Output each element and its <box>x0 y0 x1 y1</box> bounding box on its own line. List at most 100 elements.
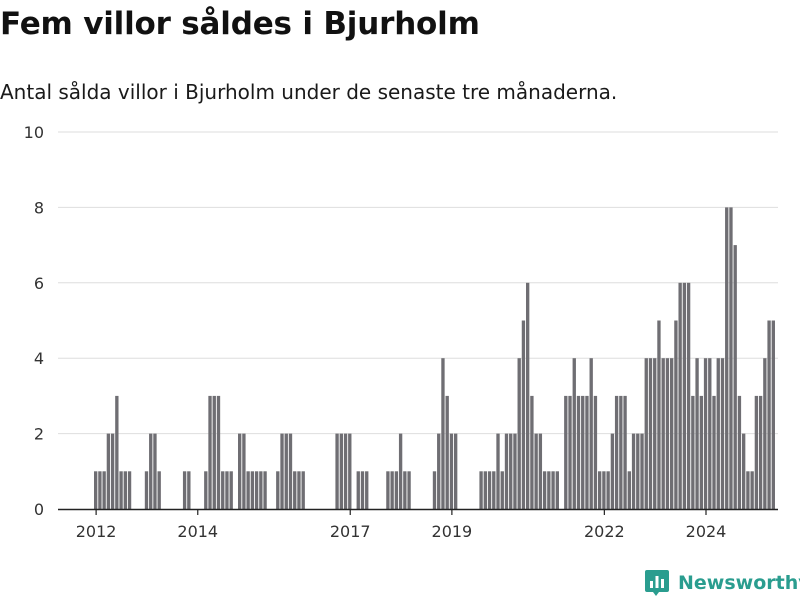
bar <box>568 395 572 509</box>
bar <box>238 433 242 509</box>
bar <box>437 433 441 509</box>
bar <box>153 433 157 509</box>
y-tick-label: 4 <box>34 349 44 368</box>
bar <box>454 433 458 509</box>
bars <box>94 207 775 509</box>
brand-name: Newsworthy <box>678 572 800 594</box>
bar <box>293 471 297 509</box>
bar <box>733 245 737 509</box>
bar <box>564 395 568 509</box>
bar <box>767 320 771 509</box>
x-tick-label: 2014 <box>177 522 218 541</box>
bar <box>686 282 691 509</box>
bar <box>631 433 636 509</box>
bar <box>627 471 631 509</box>
bar <box>263 471 267 509</box>
bar <box>585 395 589 509</box>
bar <box>657 320 661 509</box>
brand: Newsworthy <box>644 566 800 600</box>
bar <box>742 433 746 509</box>
bar <box>712 395 716 509</box>
bar <box>576 395 581 509</box>
newsworthy-logo-icon <box>645 570 669 596</box>
bar <box>487 471 492 509</box>
bar <box>144 471 149 509</box>
bar <box>297 471 301 509</box>
bar <box>538 433 543 509</box>
bar <box>356 471 360 509</box>
bar <box>504 433 509 509</box>
bar <box>394 471 399 509</box>
bar <box>703 358 708 509</box>
bar <box>644 358 648 509</box>
bar <box>225 471 229 509</box>
bar <box>365 471 369 509</box>
bar <box>572 358 576 509</box>
bar <box>602 471 606 509</box>
bar <box>335 433 339 509</box>
bar <box>343 433 348 509</box>
bar <box>636 433 640 509</box>
bar <box>534 433 538 509</box>
bar <box>432 471 437 509</box>
bar <box>149 433 153 509</box>
bar <box>119 471 123 509</box>
bar <box>182 471 187 509</box>
bar <box>695 358 699 509</box>
y-axis: 0 2 4 6 8 10 <box>24 123 44 519</box>
bar <box>398 433 403 509</box>
bar <box>284 433 288 509</box>
bar <box>390 471 394 509</box>
bar <box>606 471 610 509</box>
bar <box>771 320 775 509</box>
bar <box>581 395 585 509</box>
bar <box>110 433 115 509</box>
bar <box>123 471 127 509</box>
bar <box>682 282 687 509</box>
x-tick-label: 2019 <box>432 522 473 541</box>
bar <box>708 358 712 509</box>
bar <box>593 395 598 509</box>
bar <box>763 358 767 509</box>
bar <box>496 433 500 509</box>
bar <box>720 358 725 509</box>
bar <box>699 395 703 509</box>
y-tick-label: 6 <box>34 274 44 293</box>
bar <box>725 207 729 509</box>
bar <box>648 358 653 509</box>
bar <box>619 395 623 509</box>
bar <box>407 471 411 509</box>
bar <box>750 471 754 509</box>
bar <box>729 207 733 509</box>
bar <box>691 395 695 509</box>
bar <box>758 395 763 509</box>
bar <box>250 471 255 509</box>
y-tick-label: 8 <box>34 198 44 217</box>
bar <box>661 358 665 509</box>
bar <box>212 395 216 509</box>
bar <box>492 471 496 509</box>
bar-chart: 0 2 4 6 8 10 2012 2014 2017 2019 2022 2024 <box>24 123 778 541</box>
bar <box>288 433 293 509</box>
bar <box>598 471 602 509</box>
bar <box>259 471 263 509</box>
bar <box>483 471 487 509</box>
bar <box>216 395 221 509</box>
bar <box>640 433 644 509</box>
chart-title: Fem villor såldes i Bjurholm <box>0 6 480 42</box>
x-tick-label: 2017 <box>330 522 371 541</box>
bar <box>229 471 233 509</box>
bar <box>678 282 682 509</box>
bar <box>513 433 517 509</box>
bar <box>526 282 530 509</box>
bar <box>614 395 619 509</box>
bar <box>555 471 559 509</box>
bar <box>242 433 246 509</box>
bar <box>623 395 627 509</box>
bar <box>670 358 674 509</box>
bar <box>551 471 555 509</box>
bar <box>445 395 449 509</box>
bar <box>339 433 343 509</box>
chart-subtitle: Antal sålda villor i Bjurholm under de s… <box>0 80 618 104</box>
y-tick-label: 2 <box>34 425 44 444</box>
